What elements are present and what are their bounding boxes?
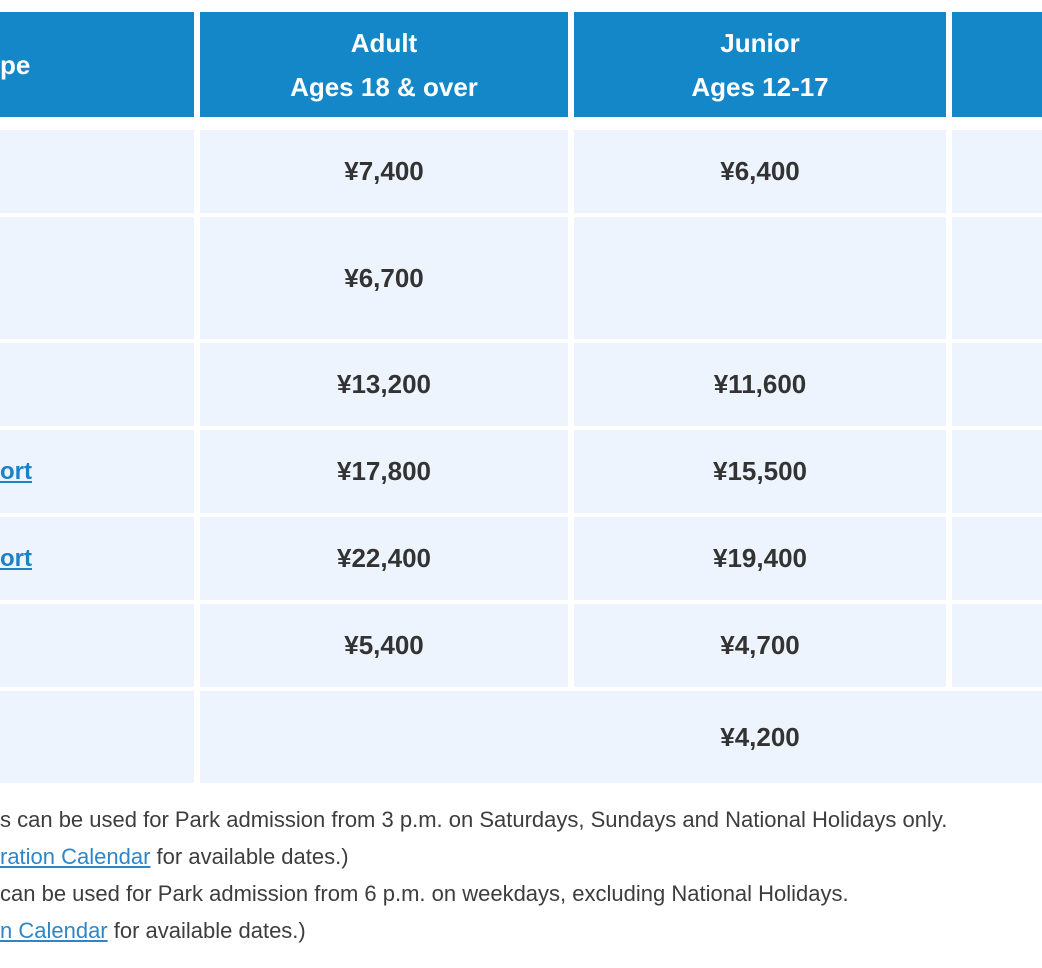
extra-cell-cropped xyxy=(952,517,1042,600)
ticket-name-cell xyxy=(0,691,194,783)
note-line-1: s can be used for Park admission from 3 … xyxy=(0,807,948,832)
ticket-name-cell xyxy=(0,604,194,687)
extra-cell-cropped xyxy=(952,430,1042,513)
junior-price-cell: ¥4,700 xyxy=(574,604,946,687)
note-line-3: can be used for Park admission from 6 p.… xyxy=(0,881,849,906)
ticket-name-link[interactable]: ort xyxy=(0,457,32,485)
ticket-price-table: pe Adult Ages 18 & over Junior Ages 12-1… xyxy=(0,12,1042,783)
junior-price-cell xyxy=(574,217,946,339)
junior-price-cell: ¥19,400 xyxy=(574,517,946,600)
header-junior-subtitle: Ages 12-17 xyxy=(691,71,829,102)
extra-cell-cropped xyxy=(952,343,1042,426)
adult-price-cell: ¥22,400 xyxy=(200,517,568,600)
header-ticket-type-label: pe xyxy=(0,49,31,80)
ticket-name-cell xyxy=(0,130,194,213)
extra-cell-cropped xyxy=(952,217,1042,339)
footnotes: s can be used for Park admission from 3 … xyxy=(0,801,947,949)
ticket-name-cell xyxy=(0,217,194,339)
junior-price-cell: ¥15,500 xyxy=(574,430,946,513)
operation-calendar-link[interactable]: ration Calendar xyxy=(0,844,151,869)
note-line-4: n Calendar for available dates.) xyxy=(0,918,306,943)
header-extra-cropped xyxy=(952,12,1042,117)
header-adult: Adult Ages 18 & over xyxy=(200,12,568,117)
header-adult-title: Adult xyxy=(350,27,418,58)
header-ticket-type: pe xyxy=(0,12,194,117)
ticket-name-link[interactable]: ort xyxy=(0,544,32,572)
adult-price-cell: ¥5,400 xyxy=(200,604,568,687)
adult-price-cell: ¥6,700 xyxy=(200,217,568,339)
merged-price-cell: ¥4,200 xyxy=(200,691,1042,783)
header-junior-title: Junior xyxy=(720,27,800,58)
junior-price-cell: ¥6,400 xyxy=(574,130,946,213)
note-line-2: ration Calendar for available dates.) xyxy=(0,844,349,869)
extra-cell-cropped xyxy=(952,130,1042,213)
table-body: ¥7,400 ¥6,400 ¥6,700 ¥13,200 ¥11,600 ort… xyxy=(0,130,1042,783)
ticket-name-cell xyxy=(0,343,194,426)
adult-price-cell: ¥13,200 xyxy=(200,343,568,426)
header-adult-subtitle: Ages 18 & over xyxy=(290,71,478,102)
adult-price-cell: ¥17,800 xyxy=(200,430,568,513)
header-junior: Junior Ages 12-17 xyxy=(574,12,946,117)
operation-calendar-link[interactable]: n Calendar xyxy=(0,918,108,943)
ticket-name-cell: ort xyxy=(0,517,194,600)
table-header-row: pe Adult Ages 18 & over Junior Ages 12-1… xyxy=(0,12,1042,117)
ticket-name-cell: ort xyxy=(0,430,194,513)
adult-price-cell: ¥7,400 xyxy=(200,130,568,213)
junior-price-cell: ¥11,600 xyxy=(574,343,946,426)
extra-cell-cropped xyxy=(952,604,1042,687)
